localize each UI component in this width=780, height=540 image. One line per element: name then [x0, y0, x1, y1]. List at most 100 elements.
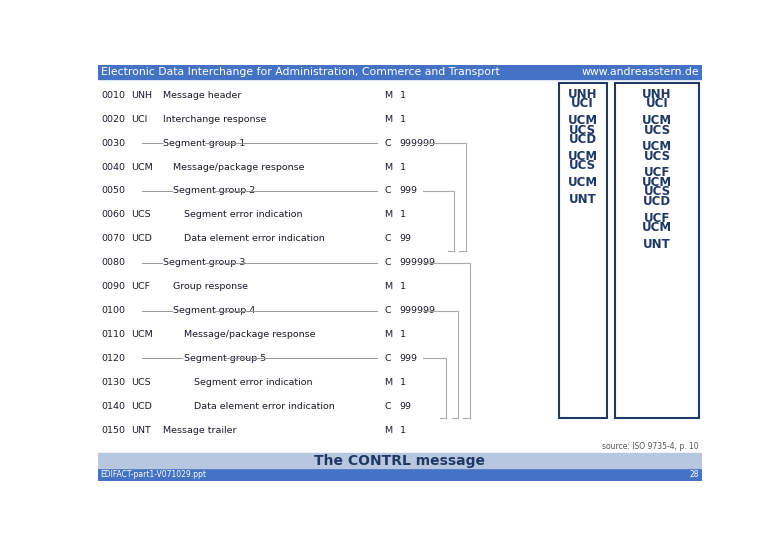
Text: Message/package response: Message/package response — [173, 163, 305, 172]
Text: UCD: UCD — [643, 195, 671, 208]
Text: 0110: 0110 — [101, 330, 126, 339]
Text: 28: 28 — [690, 470, 699, 479]
Text: 999999: 999999 — [399, 139, 436, 147]
Text: 1: 1 — [399, 282, 406, 291]
Text: M: M — [385, 282, 392, 291]
Text: source: ISO 9735-4, p. 10: source: ISO 9735-4, p. 10 — [601, 442, 698, 451]
Text: UCS: UCS — [131, 378, 151, 387]
Text: UNH: UNH — [131, 91, 152, 100]
Text: Message header: Message header — [163, 91, 242, 100]
Text: Segment error indication: Segment error indication — [193, 378, 312, 387]
Text: UCI: UCI — [646, 97, 668, 110]
Text: UCM: UCM — [568, 150, 597, 163]
Text: 1: 1 — [399, 330, 406, 339]
Text: 1: 1 — [399, 378, 406, 387]
Text: UCS: UCS — [644, 185, 671, 198]
Text: 99: 99 — [399, 234, 412, 243]
Text: 999: 999 — [399, 354, 418, 363]
Text: UCM: UCM — [568, 114, 597, 127]
Text: Interchange response: Interchange response — [163, 114, 267, 124]
Text: UCM: UCM — [642, 176, 672, 189]
Text: Segment group 3: Segment group 3 — [163, 258, 246, 267]
Text: C: C — [385, 306, 391, 315]
Text: 0020: 0020 — [101, 114, 126, 124]
Text: 0130: 0130 — [101, 378, 126, 387]
Text: 0050: 0050 — [101, 186, 126, 195]
Text: M: M — [385, 426, 392, 435]
Text: UCM: UCM — [642, 140, 672, 153]
Text: EDIFACT-part1-V071029.ppt: EDIFACT-part1-V071029.ppt — [101, 470, 207, 479]
Text: 1: 1 — [399, 163, 406, 172]
Text: Segment error indication: Segment error indication — [183, 211, 302, 219]
Text: UCD: UCD — [131, 402, 151, 411]
Text: C: C — [385, 354, 391, 363]
Text: C: C — [385, 186, 391, 195]
Text: 0090: 0090 — [101, 282, 126, 291]
Text: UCS: UCS — [569, 124, 596, 137]
Text: UCF: UCF — [644, 212, 670, 225]
Text: 0140: 0140 — [101, 402, 126, 411]
Text: 1: 1 — [399, 91, 406, 100]
Text: 999: 999 — [399, 186, 418, 195]
Text: UCS: UCS — [644, 124, 671, 137]
Bar — [98, 468, 702, 481]
Text: UCM: UCM — [131, 163, 153, 172]
Text: 1: 1 — [399, 211, 406, 219]
Text: UCM: UCM — [131, 330, 153, 339]
Text: UNT: UNT — [569, 193, 597, 206]
Text: www.andreasstern.de: www.andreasstern.de — [581, 67, 699, 77]
Text: UCS: UCS — [131, 211, 151, 219]
Text: 99: 99 — [399, 402, 412, 411]
Text: UCS: UCS — [644, 150, 671, 163]
Text: UCM: UCM — [642, 114, 672, 127]
Text: 0070: 0070 — [101, 234, 126, 243]
Text: UCM: UCM — [642, 221, 672, 234]
Text: Data element error indication: Data element error indication — [193, 402, 335, 411]
Text: UCD: UCD — [569, 133, 597, 146]
Text: UCD: UCD — [131, 234, 151, 243]
Text: UCM: UCM — [568, 176, 597, 189]
Text: UCI: UCI — [131, 114, 147, 124]
Text: M: M — [385, 114, 392, 124]
Bar — [98, 65, 702, 79]
Text: The CONTRL message: The CONTRL message — [314, 454, 485, 468]
Text: Electronic Data Interchange for Administration, Commerce and Transport: Electronic Data Interchange for Administ… — [101, 67, 499, 77]
Text: M: M — [385, 330, 392, 339]
Text: UCF: UCF — [131, 282, 150, 291]
Text: 1: 1 — [399, 114, 406, 124]
Bar — [615, 83, 699, 418]
Text: UNT: UNT — [644, 238, 671, 251]
Text: C: C — [385, 258, 391, 267]
Text: 0040: 0040 — [101, 163, 126, 172]
Text: UCF: UCF — [644, 166, 670, 179]
Text: Segment group 1: Segment group 1 — [163, 139, 246, 147]
Text: Message/package response: Message/package response — [183, 330, 315, 339]
Text: 0080: 0080 — [101, 258, 126, 267]
Text: M: M — [385, 378, 392, 387]
Text: M: M — [385, 91, 392, 100]
Text: C: C — [385, 234, 391, 243]
Text: 0120: 0120 — [101, 354, 126, 363]
Text: M: M — [385, 211, 392, 219]
Text: UNH: UNH — [642, 88, 672, 101]
Text: UNT: UNT — [131, 426, 151, 435]
Text: 0010: 0010 — [101, 91, 126, 100]
Text: UNH: UNH — [568, 88, 597, 101]
Text: 0100: 0100 — [101, 306, 126, 315]
Text: 0150: 0150 — [101, 426, 126, 435]
Text: M: M — [385, 163, 392, 172]
Bar — [98, 453, 702, 468]
Text: Segment group 4: Segment group 4 — [173, 306, 256, 315]
Bar — [558, 83, 607, 418]
Text: Group response: Group response — [173, 282, 249, 291]
Text: UCI: UCI — [571, 97, 594, 110]
Text: 0060: 0060 — [101, 211, 126, 219]
Text: 999999: 999999 — [399, 258, 436, 267]
Text: Data element error indication: Data element error indication — [183, 234, 324, 243]
Text: 0030: 0030 — [101, 139, 126, 147]
Text: 1: 1 — [399, 426, 406, 435]
Text: UCS: UCS — [569, 159, 596, 172]
Text: Message trailer: Message trailer — [163, 426, 237, 435]
Text: Segment group 5: Segment group 5 — [183, 354, 266, 363]
Text: Segment group 2: Segment group 2 — [173, 186, 256, 195]
